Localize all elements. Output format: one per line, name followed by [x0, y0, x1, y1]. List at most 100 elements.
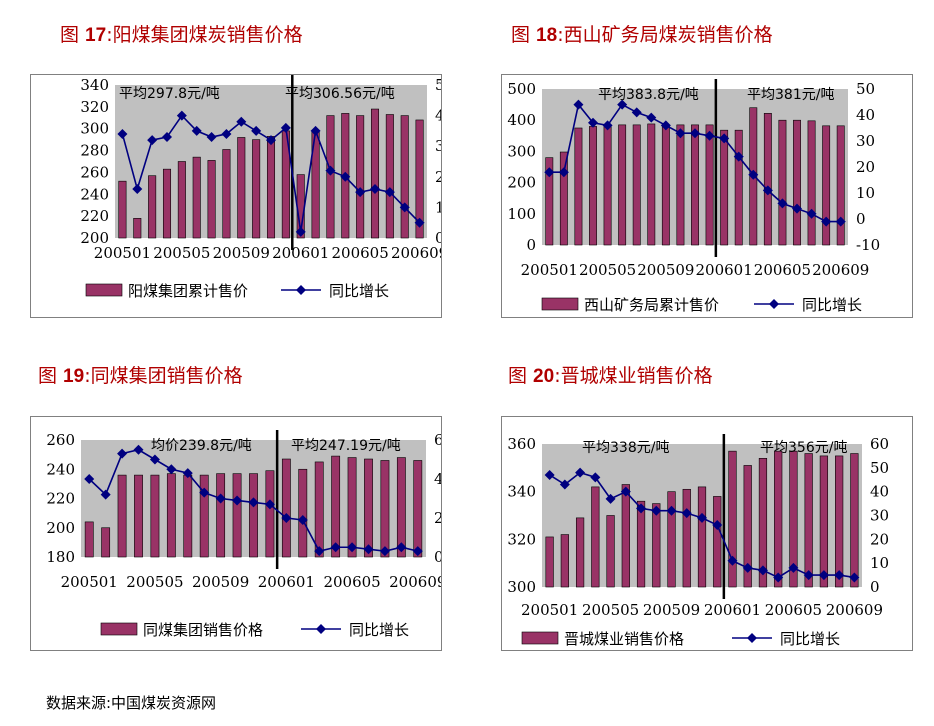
x-tick-label: 200609: [826, 601, 883, 619]
bar: [133, 218, 142, 239]
right-axis-tick-label: 0: [856, 210, 866, 228]
right-axis-tick-label: 60: [434, 431, 441, 449]
growth-point: [559, 479, 570, 490]
x-tick-label: 200501: [94, 244, 151, 262]
left-axis-tick-label: 260: [46, 431, 75, 449]
right-axis-tick-label: 40: [870, 483, 889, 501]
bar: [713, 496, 722, 588]
bar: [148, 175, 157, 239]
bar: [559, 151, 568, 246]
growth-point: [803, 570, 814, 581]
bar: [807, 120, 816, 246]
legend-line-marker: [296, 285, 306, 295]
bar: [396, 457, 406, 558]
growth-point: [777, 198, 788, 209]
growth-point: [806, 208, 817, 219]
growth-point: [704, 130, 715, 141]
bar: [778, 119, 787, 246]
growth-point: [712, 520, 723, 531]
growth-point: [617, 99, 628, 110]
legend-line-label: 同比增长: [349, 621, 409, 639]
bar: [207, 160, 216, 239]
growth-point: [646, 112, 657, 123]
growth-point: [132, 184, 143, 195]
growth-point: [681, 508, 692, 519]
average-annotation: 平均338元/吨: [582, 440, 669, 456]
right-axis-tick-label: 10: [856, 184, 875, 202]
growth-point: [117, 128, 128, 139]
right-axis-tick-label: 0: [870, 578, 880, 596]
growth-point: [792, 203, 802, 214]
right-axis-tick-label: 40: [434, 470, 441, 488]
growth-point: [762, 185, 773, 196]
average-annotation: 平均356元/吨: [760, 440, 847, 456]
bar: [216, 473, 226, 558]
growth-point: [149, 454, 160, 465]
bar: [545, 157, 554, 246]
average-annotation: 平均306.56元/吨: [285, 86, 395, 102]
bar: [266, 136, 276, 239]
bar: [400, 115, 409, 239]
chart-jincheng: 300 320 340 360 0 10 20 30 40 50 60 200501 200505 200…: [501, 416, 913, 651]
left-axis-tick-label: 220: [80, 207, 109, 225]
bar: [647, 123, 656, 246]
chart-svg: 200 220 240 260 280 300 320 340 0 10 20 30 40 50 20050…: [80, 75, 441, 300]
right-axis-tick-label: 30: [856, 132, 875, 150]
growth-point: [575, 467, 586, 478]
bar: [705, 124, 714, 246]
growth-point: [363, 544, 374, 555]
growth-point: [330, 542, 341, 553]
bar: [134, 474, 143, 558]
growth-point: [236, 116, 247, 127]
growth-point: [384, 187, 395, 198]
left-axis-tick-label: 300: [507, 142, 536, 160]
data-source: 数据来源:中国煤炭资源网: [46, 694, 217, 712]
figure-caption: 阳煤集团煤炭销售价格: [112, 24, 303, 46]
growth-point: [379, 546, 390, 557]
bar: [298, 468, 308, 558]
growth-point: [605, 493, 616, 504]
bar: [603, 125, 612, 246]
growth-point: [199, 487, 210, 498]
growth-point: [412, 546, 423, 557]
bar: [281, 458, 291, 558]
x-tick-label: 200505: [126, 573, 183, 591]
left-axis-tick-label: 240: [80, 185, 109, 203]
bar: [819, 455, 829, 588]
legend-bar-swatch: [85, 283, 123, 297]
bar: [265, 470, 275, 558]
bar: [720, 129, 729, 246]
figure-number: 19: [63, 366, 85, 387]
left-axis-tick-label: 300: [80, 120, 109, 138]
bar: [691, 124, 699, 246]
bar: [84, 521, 94, 558]
left-axis-tick-label: 200: [80, 229, 109, 247]
growth-point: [821, 216, 832, 227]
right-axis-tick-label: 50: [870, 459, 889, 477]
left-axis-tick-label: 260: [80, 163, 109, 181]
right-axis-tick-label: 20: [870, 530, 889, 548]
x-tick-label: 200609: [391, 244, 441, 262]
growth-point: [248, 497, 259, 508]
bar: [162, 168, 172, 239]
legend-line-marker: [747, 633, 757, 643]
bar: [331, 455, 341, 558]
growth-point: [835, 216, 846, 227]
bar: [326, 115, 335, 239]
average-annotation: 平均297.8元/吨: [119, 86, 220, 102]
left-axis-tick-label: 200: [507, 174, 536, 192]
growth-point: [620, 486, 631, 497]
right-axis-tick-label: 20: [435, 168, 441, 186]
growth-point: [651, 505, 662, 516]
growth-point: [264, 499, 275, 510]
figure-label: 图: [38, 365, 64, 387]
bar: [734, 129, 743, 246]
growth-point: [297, 514, 308, 525]
bar: [385, 114, 394, 239]
growth-point: [355, 187, 366, 198]
growth-point: [636, 503, 647, 514]
bar: [789, 450, 798, 588]
figure-17-title: 图 17:阳煤集团煤炭销售价格: [60, 20, 303, 47]
bar: [237, 137, 246, 239]
